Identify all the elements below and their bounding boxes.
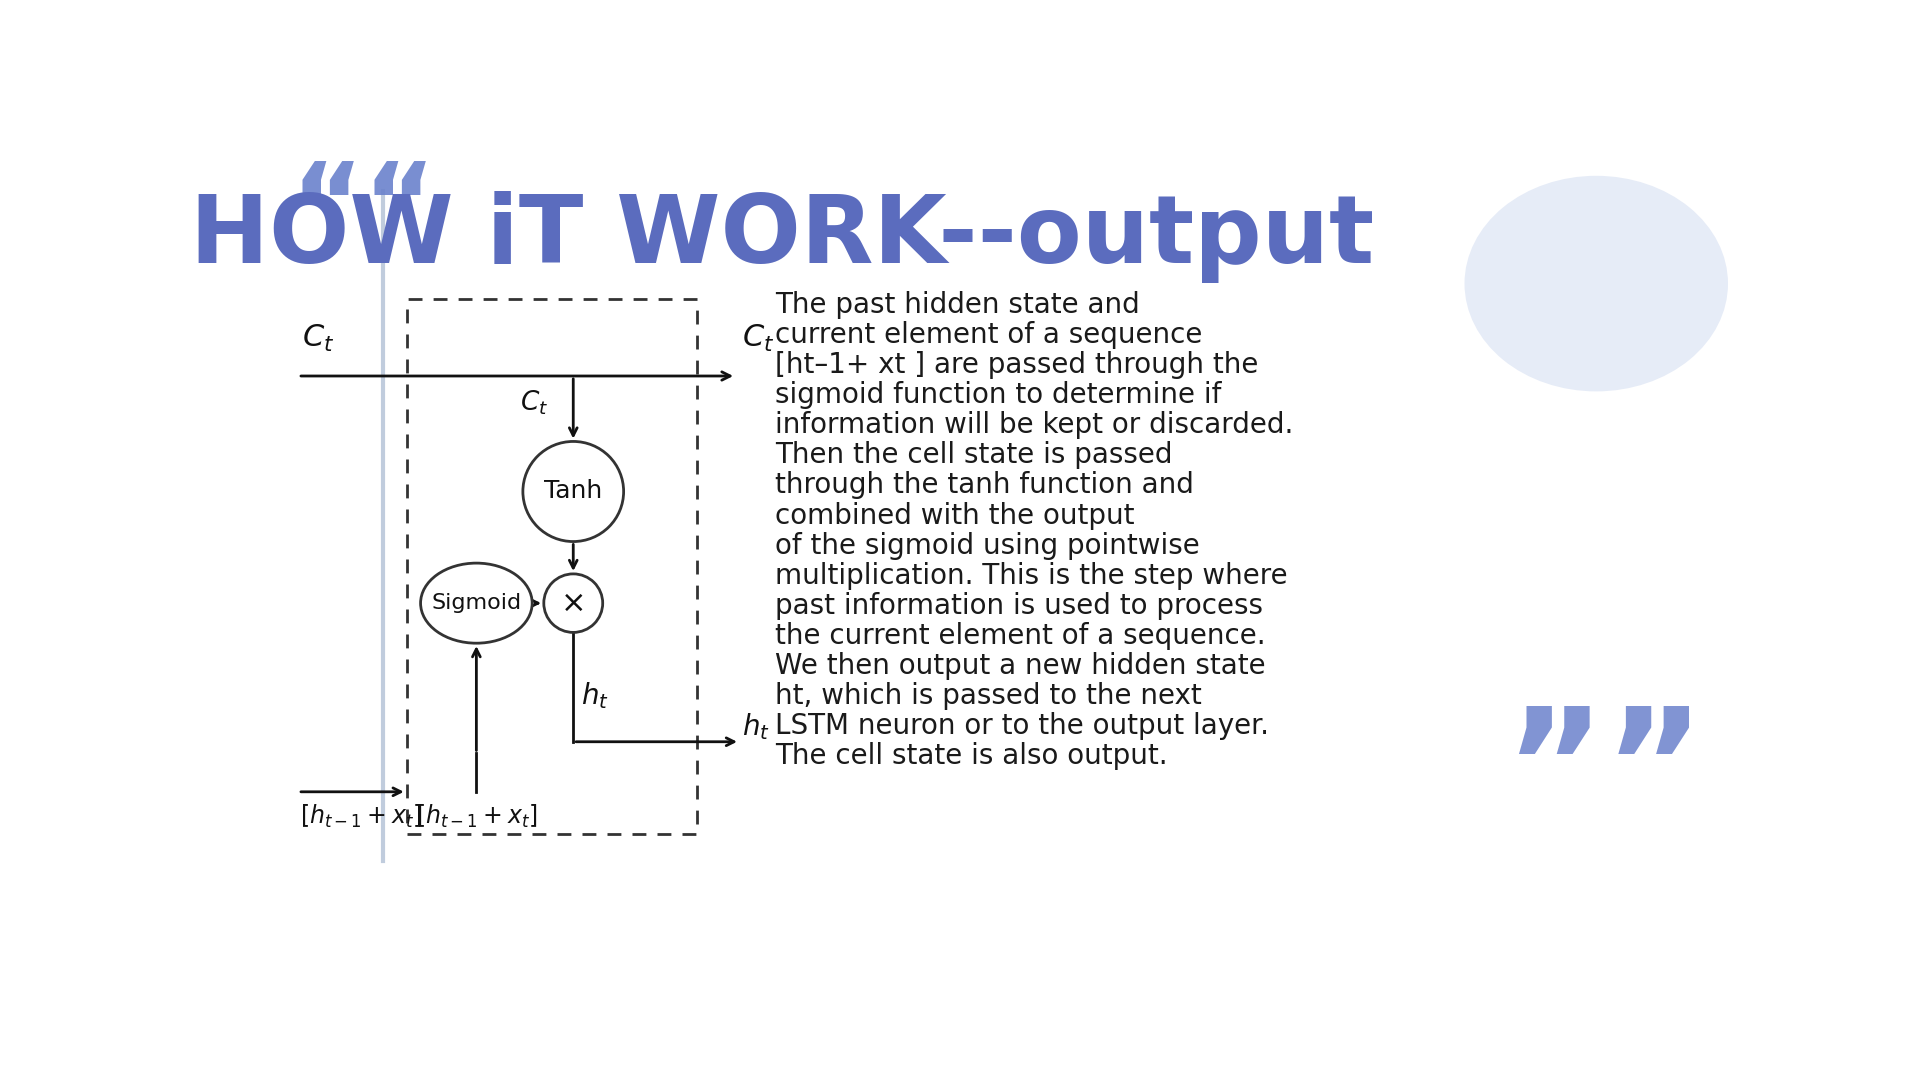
Circle shape <box>522 442 624 541</box>
Text: Sigmoid: Sigmoid <box>432 593 522 613</box>
Ellipse shape <box>420 563 532 644</box>
Text: past information is used to process: past information is used to process <box>776 592 1263 620</box>
Text: $h_t$: $h_t$ <box>743 711 770 742</box>
Text: ““: ““ <box>290 157 436 264</box>
Text: $C_t$: $C_t$ <box>520 389 549 417</box>
Text: through the tanh function and: through the tanh function and <box>776 472 1194 499</box>
Text: $h_t$: $h_t$ <box>582 680 609 711</box>
Text: HOW iT WORK--output: HOW iT WORK--output <box>190 191 1375 283</box>
Text: ””: ”” <box>1503 701 1705 850</box>
Text: the current element of a sequence.: the current element of a sequence. <box>776 622 1265 650</box>
Text: sigmoid function to determine if: sigmoid function to determine if <box>776 381 1221 409</box>
Text: Tanh: Tanh <box>543 480 603 503</box>
Text: LSTM neuron or to the output layer.: LSTM neuron or to the output layer. <box>776 712 1269 740</box>
Text: ×: × <box>561 589 586 618</box>
Text: The past hidden state and: The past hidden state and <box>776 292 1139 320</box>
Text: information will be kept or discarded.: information will be kept or discarded. <box>776 411 1294 440</box>
Text: multiplication. This is the step where: multiplication. This is the step where <box>776 562 1288 590</box>
Text: current element of a sequence: current element of a sequence <box>776 322 1202 349</box>
Text: Then the cell state is passed: Then the cell state is passed <box>776 442 1173 470</box>
Text: $[h_{t-1}+x_t]$: $[h_{t-1}+x_t]$ <box>417 802 538 831</box>
Text: ht, which is passed to the next: ht, which is passed to the next <box>776 681 1202 710</box>
Text: combined with the output: combined with the output <box>776 501 1135 529</box>
Ellipse shape <box>1465 176 1728 391</box>
Text: $[h_{t-1}+x_t]$: $[h_{t-1}+x_t]$ <box>300 802 422 831</box>
Text: $C_t$: $C_t$ <box>301 323 334 354</box>
Text: $C_t$: $C_t$ <box>743 323 774 354</box>
Text: The cell state is also output.: The cell state is also output. <box>776 742 1167 770</box>
Text: of the sigmoid using pointwise: of the sigmoid using pointwise <box>776 531 1200 559</box>
Circle shape <box>543 573 603 633</box>
Text: We then output a new hidden state: We then output a new hidden state <box>776 651 1265 679</box>
Text: [ht–1+ xt ] are passed through the: [ht–1+ xt ] are passed through the <box>776 351 1258 379</box>
